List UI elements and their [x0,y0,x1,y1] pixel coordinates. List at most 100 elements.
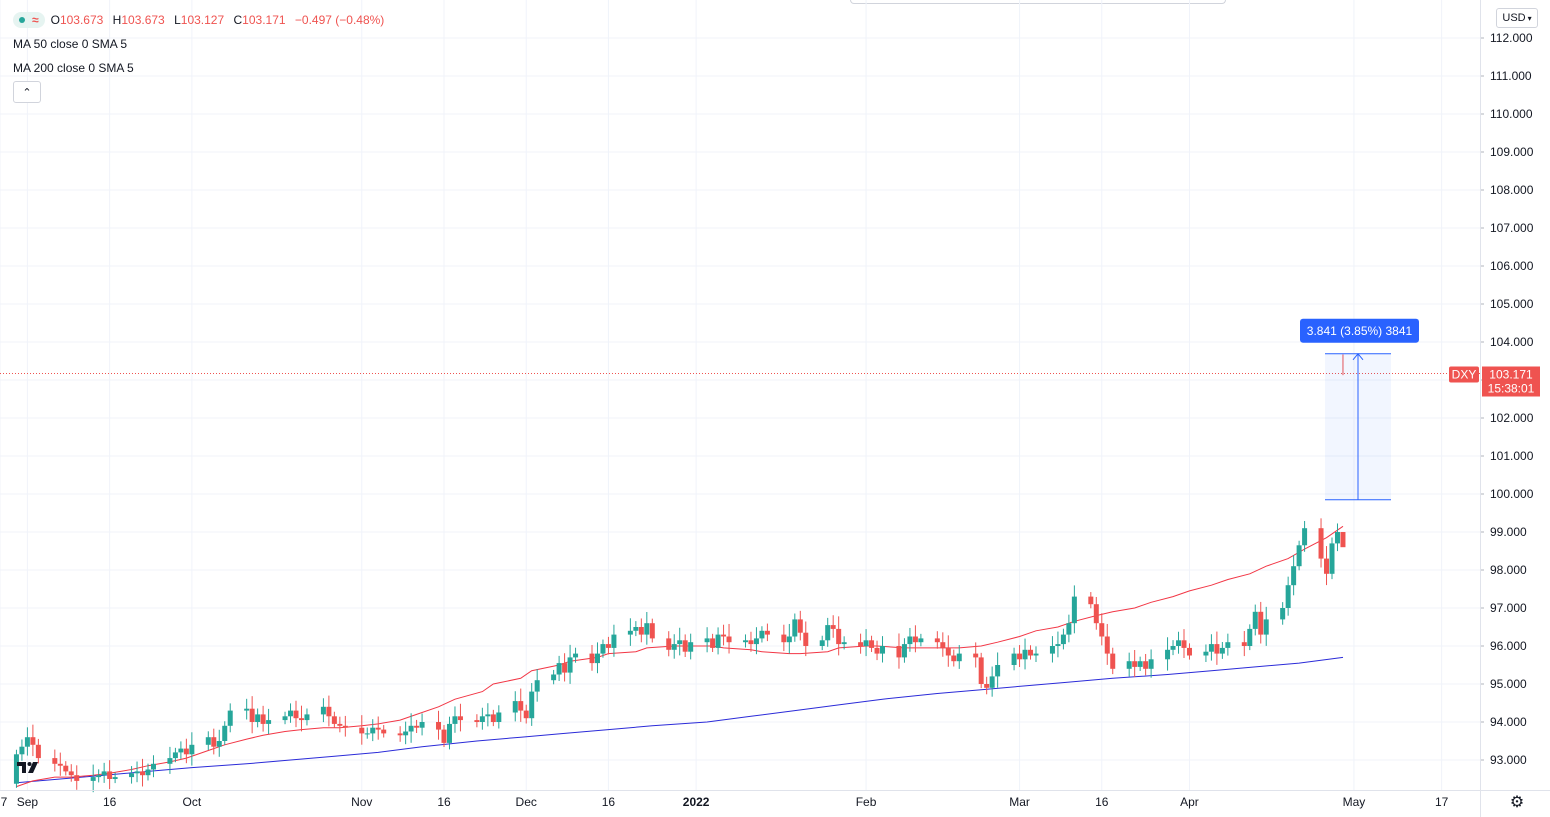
candle-body [441,729,447,743]
candle-body [742,640,748,643]
price-tick-label: 97.000 [1490,601,1527,615]
candle [836,616,842,656]
candle [978,652,984,689]
collapse-legend-button[interactable]: ⌃ [13,81,41,103]
candle-body [205,737,211,745]
candle [1208,634,1214,661]
candle-body [419,722,425,728]
candle [227,703,233,733]
candle-body [183,748,189,755]
candle [216,729,222,757]
candle-body [688,642,694,652]
symbol-tag [1449,366,1479,383]
candle-body [1186,647,1192,656]
currency-selector[interactable]: USD ▾ [1496,8,1538,28]
candle-body [1028,649,1034,656]
candle [841,636,847,650]
candle [1148,649,1154,678]
candle-body [403,731,409,736]
candle-body [13,754,19,784]
candle [573,647,579,663]
candle-body [167,758,173,764]
candle [989,666,995,697]
candle [627,618,633,646]
candle [666,631,672,657]
candle [1324,546,1330,586]
candle [1126,652,1132,677]
measure-tool[interactable]: 3.841 (3.85%) 3841 [1300,318,1419,501]
candle [24,727,30,756]
candle [167,746,173,774]
candle [1334,523,1340,552]
candle [951,649,957,667]
candle [863,629,869,657]
candle [1291,554,1297,596]
candle [704,627,710,653]
candle [288,703,294,723]
candle [266,708,272,734]
time-axis[interactable]: 7 Sep 16 Oct Nov 16 Dec 16 2022 Feb Mar 16 Apr May 17 [0,790,1550,810]
price-tick-label: 94.000 [1490,715,1527,729]
candle [205,731,211,751]
candle-body [1137,661,1143,667]
candle [211,728,217,755]
candle [1296,540,1302,571]
candle-body [896,646,902,658]
candle [337,716,343,733]
time-tick-label: 16 [437,795,451,809]
candle-body [479,716,485,722]
candle [896,633,902,669]
candle [452,706,458,733]
candle-body [984,684,990,688]
candle-body [1066,623,1072,635]
candle-body [1148,659,1154,669]
candle-body [211,737,217,747]
price-tick-label: 100.000 [1490,487,1534,501]
candle-body [869,640,875,648]
candle-body [978,657,984,684]
candle [63,761,69,776]
price-tick-label: 107.000 [1490,221,1534,235]
candle-body [529,691,535,719]
candle [1252,604,1258,636]
ma50-path [16,525,1344,788]
candle [1258,601,1264,644]
candle-body [518,701,524,711]
candle-body [1203,651,1209,656]
candle [721,624,727,646]
candle [830,615,836,638]
candle-body [594,653,600,664]
high-label: H [112,13,122,27]
price-axis[interactable]: 112.000 111.000 110.000 109.000 108.000 107.0… [1480,0,1534,817]
candle-body [63,765,69,772]
candle [96,769,102,783]
candle [551,669,557,685]
candle-body [227,710,233,726]
candle [293,700,299,728]
candle [74,765,80,790]
price-tick-label: 93.000 [1490,753,1527,767]
settings-gear-icon[interactable]: ⚙ [1509,794,1525,811]
price-tick-label: 104.000 [1490,335,1534,349]
candle-body [485,714,491,717]
ma50-legend[interactable]: MA 50 close 0 SMA 5 [13,37,128,51]
candle-body [1132,661,1138,667]
candle [375,716,381,740]
candle-body [1263,619,1269,635]
candle-body [74,775,80,781]
candle [1340,354,1346,548]
candle [320,698,326,723]
ma200-legend[interactable]: MA 200 close 0 SMA 5 [13,61,134,75]
candle [644,611,650,645]
candle-body [748,640,754,645]
candle-body [1033,653,1039,656]
candle [172,747,178,763]
candle [1214,631,1220,665]
symbol-status-pill[interactable]: ≈ [13,12,45,28]
candle [589,645,595,671]
candle-body [1214,644,1220,654]
candle [1181,629,1187,658]
price-tick-label: 106.000 [1490,259,1534,273]
